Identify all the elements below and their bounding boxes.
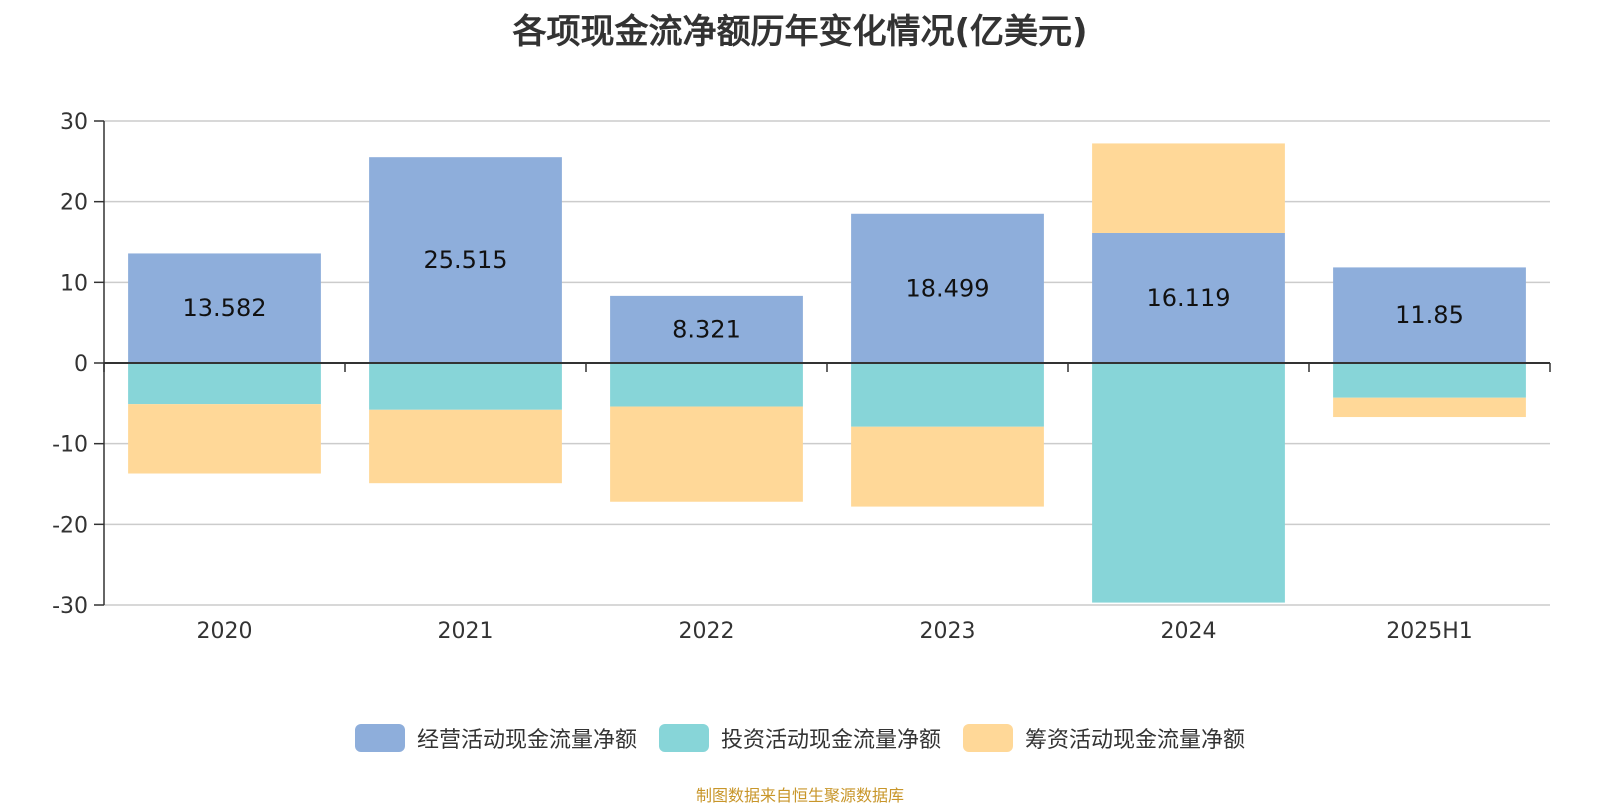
legend-swatch [963,724,1013,752]
bar-2024-1 [1092,363,1285,603]
y-tick-label: -20 [52,513,88,538]
x-tick-label: 2022 [679,619,735,644]
bar-2023-2 [851,426,1044,507]
bar-2020-2 [128,404,321,474]
chart-title: 各项现金流净额历年变化情况(亿美元) [512,12,1088,52]
bar-2023-0 [851,213,1044,363]
data-label: 25.515 [424,246,508,274]
data-label: 13.582 [183,294,267,322]
bar-2023-1 [851,363,1044,427]
x-tick-label: 2021 [438,619,494,644]
bar-2021-1 [369,363,562,410]
y-tick-label: 30 [60,110,88,135]
bar-2020-1 [128,363,321,405]
y-tick-label: 20 [60,191,88,216]
bar-2025H1-2 [1333,397,1526,418]
legend-item[interactable]: 筹资活动现金流量净额 [963,722,1245,754]
bar-2021-2 [369,409,562,484]
legend-label: 经营活动现金流量净额 [416,728,637,753]
stacked-bar-chart: 30 20 10 0 -10 -20 -30 13.582 2020 25.515 2021 8.32… [52,110,1551,644]
data-source-note: 制图数据来自恒生聚源数据库 [695,786,904,805]
bar-2022-1 [610,363,803,407]
bar-2025H1-1 [1333,363,1526,398]
x-tick-label: 2023 [920,619,976,644]
y-tick-label: 10 [60,271,88,296]
data-label: 18.499 [906,274,990,302]
bar-2020-0 [128,253,321,363]
x-tick-label: 2024 [1161,619,1217,644]
bar-2024-0 [1092,232,1285,363]
x-tick-label: 2025H1 [1386,619,1473,644]
y-tick-label: -30 [52,594,88,619]
data-label: 11.85 [1395,301,1464,329]
bar-2021-0 [369,157,562,363]
legend-label: 投资活动现金流量净额 [720,728,941,753]
bar-2025H1-0 [1333,267,1526,363]
legend-swatch [658,724,709,752]
y-tick-label: -10 [52,433,88,458]
chart-legend: 经营活动现金流量净额 投资活动现金流量净额 筹资活动现金流量净额 [0,722,1600,754]
legend-item[interactable]: 经营活动现金流量净额 [354,722,637,754]
data-label: 8.321 [672,315,741,343]
bar-2024-2 [1092,143,1285,233]
legend-swatch [354,724,405,752]
x-tick-label: 2020 [197,619,253,644]
data-label: 16.119 [1147,284,1231,312]
bar-2022-2 [610,406,803,502]
legend-label: 筹资活动现金流量净额 [1025,728,1246,753]
bar-2022-0 [610,295,803,363]
y-tick-label: 0 [74,352,88,377]
legend-item[interactable]: 投资活动现金流量净额 [658,722,941,754]
